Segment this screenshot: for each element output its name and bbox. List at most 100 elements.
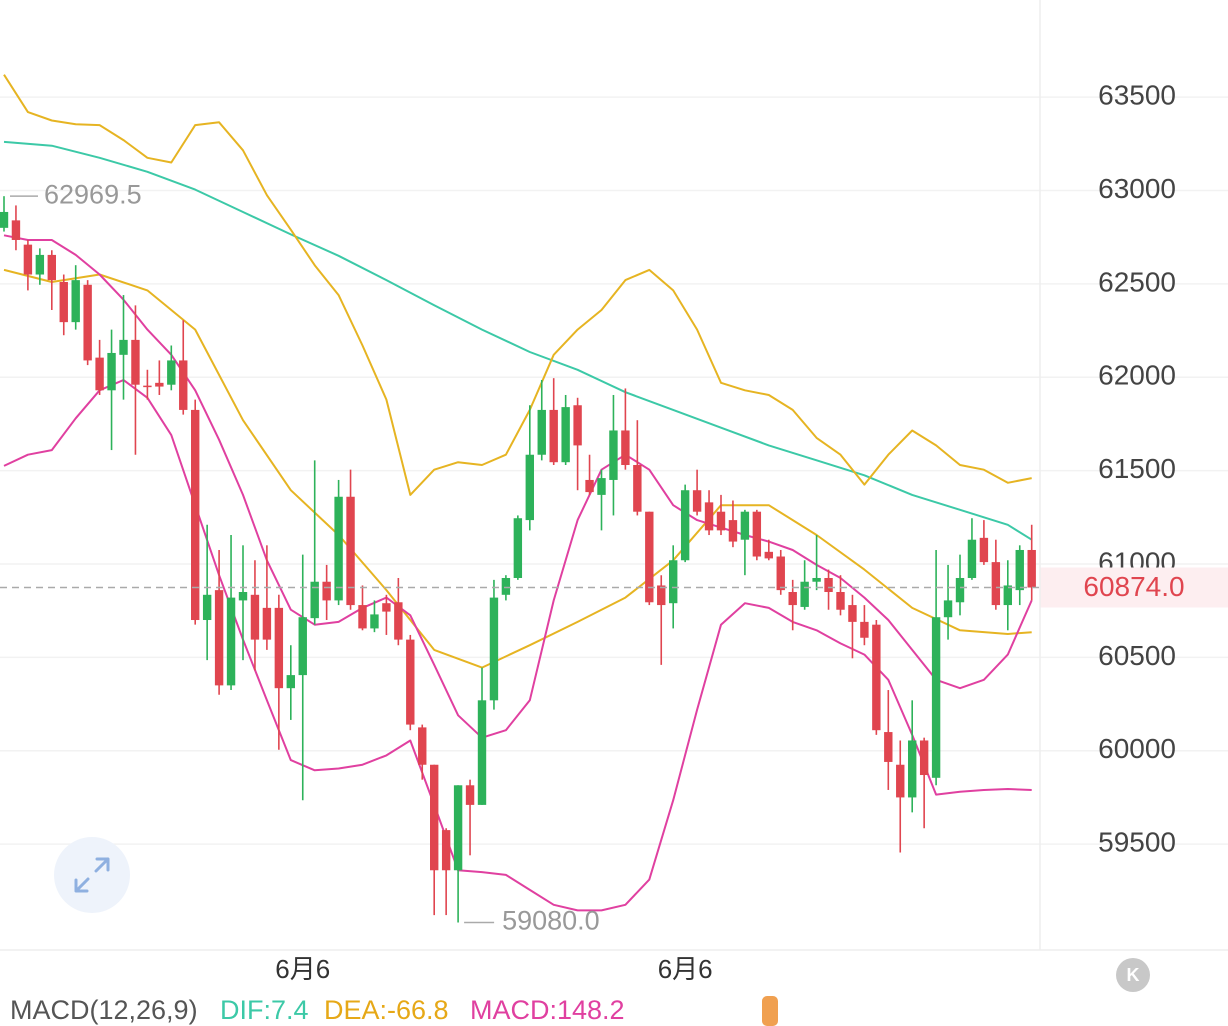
candle-body [453, 785, 463, 871]
candle-body [669, 560, 678, 604]
candle-body [537, 409, 546, 455]
indicator-line [3, 379, 1032, 912]
candle-body [179, 360, 188, 410]
candle-body [597, 478, 606, 495]
candle-body [573, 405, 582, 446]
candle-body [477, 700, 487, 805]
candle-body [465, 785, 475, 805]
candle-body [525, 454, 534, 521]
candle-body [155, 382, 164, 387]
candle-body [812, 577, 821, 582]
indicator-line [3, 74, 1032, 496]
svg-text:K: K [1127, 965, 1140, 985]
candle-body [716, 511, 726, 531]
candle-body [1003, 585, 1012, 606]
candle-body [884, 732, 893, 762]
macd-legend-item: DEA:-66.8 [324, 995, 449, 1025]
last-price-label: 60874.0 [1083, 571, 1184, 602]
candle-body [143, 385, 152, 388]
candle-body [274, 607, 284, 689]
candle-body [979, 537, 989, 563]
candle-body [250, 594, 260, 640]
candle-body [704, 502, 714, 531]
candle-body [310, 581, 319, 619]
y-tick-label: 63000 [1098, 173, 1176, 204]
candle-body [298, 617, 307, 676]
candle-body [680, 490, 690, 561]
candle-body [322, 581, 331, 601]
candle-body [609, 430, 618, 480]
candle-body [23, 244, 33, 275]
indicator-line [3, 140, 1033, 541]
candle-body [657, 585, 666, 606]
candle-body [740, 511, 750, 540]
y-tick-label: 61500 [1098, 453, 1176, 484]
candle-body [370, 614, 379, 629]
candle-body [848, 605, 857, 622]
candle-body [202, 594, 212, 621]
macd-legend-item: MACD:148.2 [470, 995, 625, 1025]
macd-legend: MACD(12,26,9) DIF:7.4 DEA:-66.8 MACD:148.2 [10, 995, 625, 1025]
candle-body [1015, 549, 1024, 591]
indicator-line [3, 268, 1032, 669]
candle-body [167, 360, 176, 385]
candle-body [95, 357, 104, 391]
macd-legend-item: MACD(12,26,9) [10, 995, 198, 1025]
candle-body [896, 764, 905, 798]
low-label: 59080.0 [502, 906, 600, 936]
candle-body [382, 603, 391, 612]
candle-body [11, 220, 21, 240]
candle-body [107, 352, 116, 391]
candle-body [752, 511, 762, 557]
candle-body [0, 211, 9, 228]
candle-body [226, 597, 236, 686]
grid: 5950060000605006100061500620006250063000… [0, 80, 1228, 984]
candle-body [131, 339, 140, 385]
candle-body [406, 639, 415, 725]
candle-body [764, 551, 773, 559]
candles [0, 196, 1036, 923]
y-tick-label: 62500 [1098, 266, 1176, 297]
candle-body [872, 624, 881, 731]
candle-body [286, 675, 295, 689]
candle-body [238, 591, 248, 601]
candle-body [931, 617, 941, 778]
candle-body [83, 284, 92, 361]
candle-body [824, 577, 833, 592]
y-tick-label: 63500 [1098, 80, 1176, 111]
candle-body [692, 490, 702, 512]
candle-body [47, 254, 56, 281]
macd-legend-item: DIF:7.4 [220, 995, 309, 1025]
kline-button[interactable]: K [1116, 958, 1150, 992]
candle-body [501, 577, 511, 595]
y-tick-label: 62000 [1098, 360, 1176, 391]
candle-body [358, 605, 367, 629]
candle-body [860, 621, 869, 638]
candle-body [1027, 549, 1036, 588]
candle-body [991, 562, 1001, 606]
candle-body [561, 407, 570, 463]
candle-body [262, 607, 272, 640]
high-label: 62969.5 [44, 179, 142, 209]
candle-body [334, 496, 343, 601]
candle-body [836, 591, 845, 610]
last-price-box [1040, 567, 1228, 608]
candle-body [418, 727, 427, 765]
candle-body [776, 556, 785, 591]
candle-body [955, 577, 965, 603]
overlay: 62969.5 59080.0 60874.0 [0, 179, 1228, 936]
candle-body [800, 581, 809, 607]
candle-body [728, 520, 738, 542]
candle-body [919, 740, 929, 776]
y-tick-label: 60000 [1098, 733, 1176, 764]
candle-body [549, 409, 558, 463]
expand-button[interactable] [54, 837, 130, 913]
candle-body [441, 830, 451, 871]
macd-bar-decor [762, 996, 778, 1026]
candle-body [191, 409, 200, 621]
candle-body [394, 602, 403, 640]
candle-body [585, 479, 594, 493]
candle-body [35, 254, 45, 275]
candle-body [214, 590, 224, 686]
